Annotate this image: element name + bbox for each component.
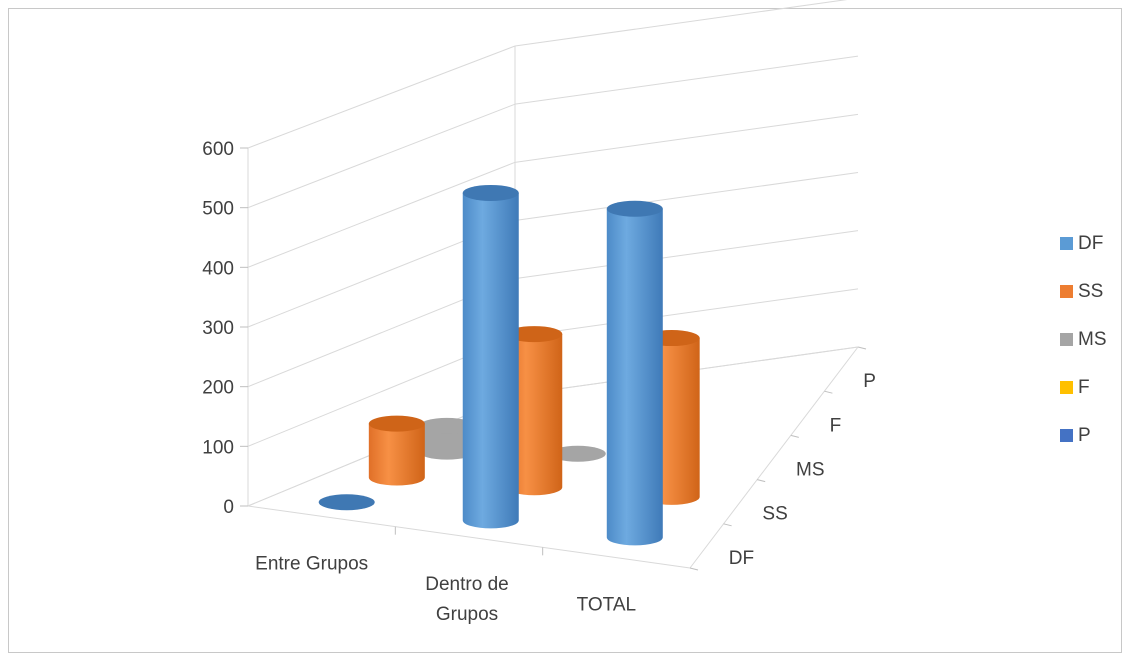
depth-axis-ticks: DF SS MS F P bbox=[729, 371, 876, 569]
legend-swatch bbox=[1060, 381, 1073, 394]
gridline-back bbox=[514, 0, 848, 47]
cylinder-body bbox=[606, 208, 663, 546]
depth-tick-mark bbox=[857, 346, 867, 350]
y-tick-label: 300 bbox=[202, 318, 234, 339]
y-axis-ticks: 0 100 200 300 400 500 600 bbox=[202, 139, 234, 518]
cylinder-cap bbox=[506, 326, 563, 343]
cylinder-cap bbox=[606, 200, 663, 217]
y-tick-label: 500 bbox=[202, 199, 234, 220]
depth-tick-label: DF bbox=[729, 548, 754, 569]
gridline-back bbox=[514, 172, 859, 221]
cylinder-body bbox=[506, 334, 563, 496]
depth-tick-mark bbox=[790, 434, 799, 438]
gridline-side bbox=[247, 45, 516, 149]
x-category-label: TOTAL bbox=[577, 595, 636, 616]
x-axis-ticks: Entre Grupos Dentro de Grupos TOTAL bbox=[255, 553, 636, 625]
bar-df-1 bbox=[462, 184, 519, 529]
depth-tick-mark bbox=[757, 479, 766, 483]
legend-label: MS bbox=[1078, 329, 1107, 350]
bar-ss-0 bbox=[368, 415, 425, 486]
legend-swatch bbox=[1060, 429, 1073, 442]
gridline-side bbox=[247, 103, 516, 209]
floor-right-edge bbox=[689, 346, 859, 569]
legend-swatch bbox=[1060, 333, 1073, 346]
depth-tick-label: MS bbox=[796, 460, 825, 481]
gridline-back bbox=[514, 113, 859, 163]
cylinder-cap bbox=[318, 494, 375, 511]
depth-tick-mark bbox=[689, 567, 699, 571]
cylinder-body bbox=[368, 423, 425, 486]
depth-tick-label: SS bbox=[762, 504, 787, 525]
depth-tick-label: P bbox=[863, 371, 876, 392]
cylinder-cap bbox=[549, 445, 606, 462]
gridline-back bbox=[514, 230, 859, 280]
chart-bars bbox=[318, 184, 700, 546]
legend-label: F bbox=[1078, 377, 1090, 398]
y-tick-label: 200 bbox=[202, 378, 234, 399]
floor-front-edge bbox=[247, 505, 691, 569]
bar-df-0 bbox=[318, 494, 375, 511]
chart-frame bbox=[8, 8, 1122, 653]
cylinder-body bbox=[418, 425, 475, 460]
cylinder-cap bbox=[368, 415, 425, 432]
bar-ss-1 bbox=[506, 326, 563, 496]
bar-df-2 bbox=[606, 200, 663, 546]
gridline-side bbox=[247, 161, 516, 268]
y-tick-label: 600 bbox=[202, 139, 234, 160]
depth-tick-label: F bbox=[830, 415, 842, 436]
gridline-back bbox=[514, 55, 859, 105]
depth-tick-mark bbox=[723, 523, 732, 527]
legend-swatch bbox=[1060, 237, 1073, 250]
legend-label: SS bbox=[1078, 281, 1103, 302]
depth-tick-mark bbox=[824, 390, 833, 394]
y-tick-label: 100 bbox=[202, 437, 234, 458]
y-tick-label: 400 bbox=[202, 258, 234, 279]
x-category-label: Entre Grupos bbox=[255, 553, 368, 574]
legend-swatch bbox=[1060, 285, 1073, 298]
legend: DF SS MS F P bbox=[1060, 233, 1107, 446]
cylinder-cap bbox=[462, 184, 519, 201]
legend-label: P bbox=[1078, 425, 1091, 446]
bar-ms-0 bbox=[418, 417, 475, 460]
bar-ms-1 bbox=[549, 445, 606, 462]
legend-label: DF bbox=[1078, 233, 1103, 254]
gridline-back bbox=[514, 288, 859, 338]
y-tick-label: 0 bbox=[223, 497, 234, 518]
cylinder-cap bbox=[418, 417, 475, 434]
cylinder-body bbox=[462, 192, 519, 529]
x-category-label: Dentro de Grupos bbox=[425, 574, 508, 625]
